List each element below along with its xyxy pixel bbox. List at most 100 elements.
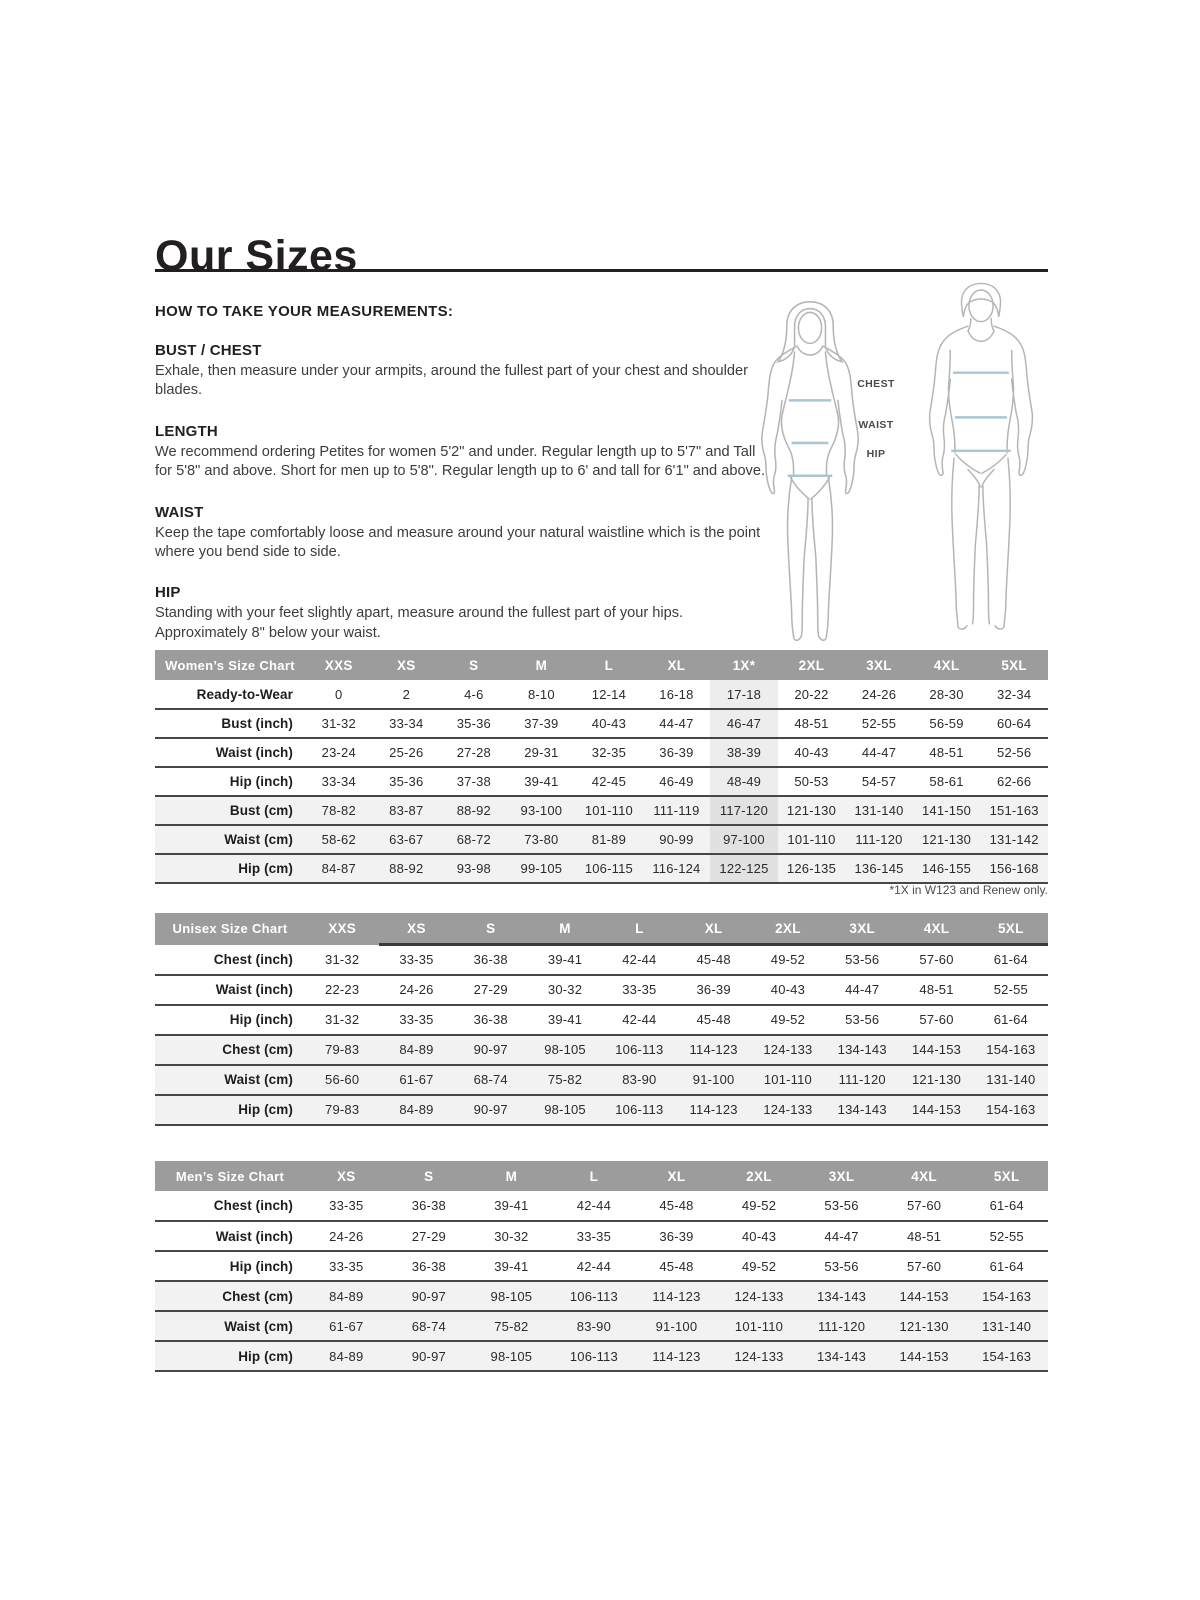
size-cell: 122-125 [710, 854, 778, 883]
table-row: Waist (inch) 23-24 25-26 27-28 29-31 32-35 36-… [155, 738, 1048, 767]
row-label: Chest (cm) [222, 1042, 293, 1057]
column-header-xl: XL [676, 913, 751, 946]
row-label: Waist (inch) [215, 745, 293, 760]
table-unisex-size-chart: Unisex Size Chart XXS XS S M L XL 2XL 3XL 4XL 5XL C… [155, 913, 1048, 1126]
size-cell: 52-55 [989, 1228, 1024, 1244]
size-cell: 50-53 [794, 774, 829, 789]
measure-lines [787, 399, 833, 478]
column-header-s: S [387, 1161, 471, 1191]
column-header-xxs: XXS [305, 650, 373, 680]
size-cell: 88-92 [456, 803, 491, 818]
table-row: Chest (cm) 84-89 90-97 98-105 106-113 114-123… [155, 1281, 1048, 1311]
instruction-section-hip: HIP Standing with your feet slightly apa… [155, 584, 770, 643]
size-cell: 28-30 [929, 686, 964, 702]
column-header-m: M [470, 1161, 553, 1191]
size-cell: 58-61 [929, 774, 964, 789]
size-cell: 45-48 [659, 1198, 694, 1213]
row-label: Chest (inch) [213, 1198, 293, 1213]
size-cell: 32-34 [997, 686, 1032, 702]
row-label: Hip (cm) [238, 1102, 293, 1117]
size-cell: 60-64 [997, 716, 1032, 731]
size-cell: 49-52 [770, 952, 806, 968]
section-body: We recommend ordering Petites for women … [155, 443, 766, 480]
table-row: Bust (cm) 78-82 83-87 88-92 93-100 101-110 111… [155, 796, 1048, 825]
size-cell: 27-28 [456, 745, 491, 760]
size-cell: 154-163 [986, 1102, 1036, 1117]
size-cell: 39-41 [547, 1012, 583, 1027]
size-cell: 46-49 [659, 774, 694, 789]
size-cell: 116-124 [652, 861, 701, 876]
size-cell: 20-22 [794, 686, 829, 702]
row-label: Ready-to-Wear [196, 686, 293, 702]
size-cell: 121-130 [786, 803, 837, 818]
male-figure-icon [928, 282, 1034, 630]
size-cell: 93-100 [520, 803, 563, 818]
size-cell: 90-97 [411, 1288, 446, 1304]
size-cell: 32-35 [591, 745, 627, 760]
size-cell: 2 [402, 686, 411, 702]
size-cell: 79-83 [325, 1042, 360, 1057]
size-cell: 131-140 [982, 1318, 1032, 1334]
size-cell: 25-26 [389, 745, 424, 760]
size-cell: 111-120 [838, 1072, 886, 1087]
row-label: Hip (inch) [229, 1258, 293, 1274]
size-cell: 42-44 [622, 1012, 657, 1027]
size-cell: 101-110 [584, 803, 633, 818]
section-body: Keep the tape comfortably loose and meas… [155, 524, 761, 561]
row-label: Waist (cm) [224, 1318, 293, 1334]
size-cell: 45-48 [696, 1012, 731, 1027]
size-cell: 131-142 [989, 832, 1039, 847]
table-row: Hip (inch) 33-34 35-36 37-38 39-41 42-45 46-49… [155, 767, 1048, 796]
size-cell: 54-57 [861, 774, 897, 789]
row-label: Chest (cm) [222, 1288, 293, 1304]
column-header-4xl: 4XL [899, 913, 974, 946]
measure-lines [951, 371, 1011, 453]
size-cell: 33-35 [399, 1012, 434, 1027]
size-cell: 33-35 [329, 1198, 364, 1213]
instruction-section-length: LENGTH We recommend ordering Petites for… [155, 423, 770, 482]
size-cell: 0 [335, 686, 343, 702]
size-cell: 101-110 [763, 1072, 812, 1087]
size-cell: 84-89 [329, 1288, 364, 1304]
section-title: WAIST [155, 503, 204, 521]
figure-label-hip: HIP [866, 448, 886, 460]
size-cell: 12-14 [591, 686, 627, 702]
table-row: Chest (inch) 31-32 33-35 36-38 39-41 42-44 45-… [155, 945, 1048, 975]
size-cell: 73-80 [524, 832, 559, 847]
table-row: Waist (cm) 56-60 61-67 68-74 75-82 83-90 91-10… [155, 1064, 1048, 1095]
row-label: Waist (cm) [224, 1072, 293, 1087]
size-cell: 144-153 [911, 1102, 962, 1117]
size-cell: 52-56 [997, 745, 1032, 760]
size-cell: 53-56 [845, 952, 880, 968]
size-cell: 90-97 [473, 1042, 508, 1057]
size-cell: 8-10 [527, 686, 555, 702]
table-row: Bust (inch) 31-32 33-34 35-36 37-39 40-43 44-4… [155, 709, 1048, 738]
size-cell: 106-113 [615, 1042, 664, 1057]
size-cell: 61-64 [989, 1258, 1024, 1274]
size-cell: 68-74 [473, 1072, 508, 1087]
size-cell: 33-35 [329, 1258, 364, 1274]
table-row: Waist (inch) 22-23 24-26 27-29 30-32 33-35 36-… [155, 975, 1048, 1005]
size-cell: 33-34 [321, 774, 356, 789]
size-cell: 24-26 [861, 686, 897, 702]
size-cell: 52-55 [861, 716, 897, 731]
size-cell: 4-6 [464, 686, 484, 702]
measurement-figures: CHEST WAIST HIP [745, 278, 1051, 652]
column-header-5xl: 5XL [965, 1161, 1048, 1191]
womens-size-chart-section: Women’s Size Chart XXS XS S M L XL 1X* 2XL 3XL 4XL… [155, 650, 1048, 884]
size-cell: 24-26 [399, 982, 434, 997]
size-cell: 114-123 [652, 1348, 701, 1364]
size-cell: 98-105 [544, 1042, 586, 1057]
size-cell: 53-56 [845, 1012, 880, 1027]
size-cell: 124-133 [763, 1102, 813, 1117]
size-cell: 75-82 [494, 1318, 529, 1334]
row-label: Bust (cm) [229, 803, 293, 818]
size-cell: 154-163 [982, 1348, 1032, 1364]
row-label: Waist (inch) [215, 982, 293, 997]
row-label: Chest (inch) [213, 951, 293, 967]
size-cell: 97-100 [710, 825, 778, 854]
figure-label-chest: CHEST [857, 378, 895, 390]
size-cell: 37-39 [524, 716, 559, 731]
size-cell: 56-59 [929, 716, 964, 731]
